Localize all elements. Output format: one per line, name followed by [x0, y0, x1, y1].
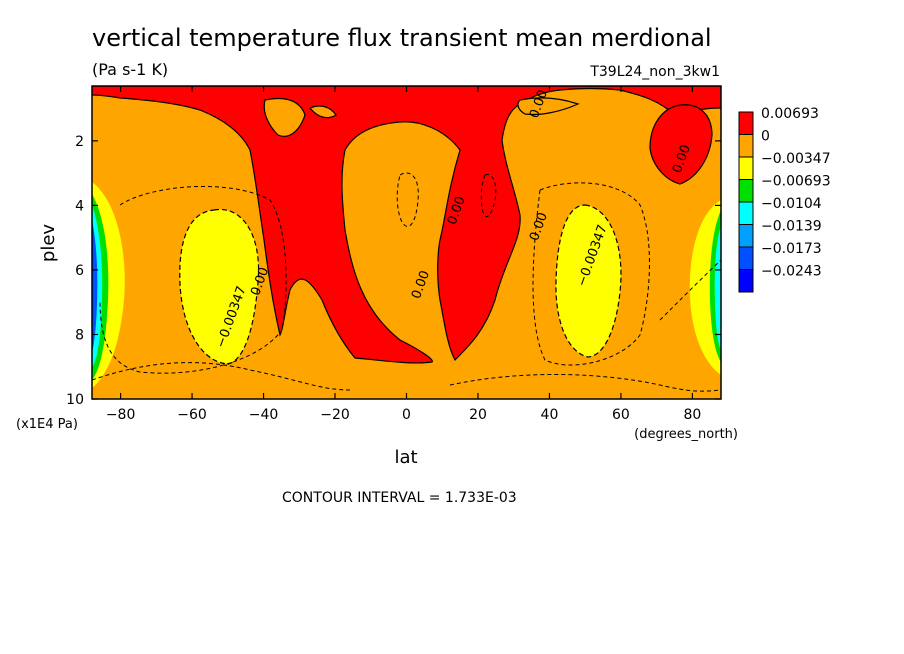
- y-tick-label: 6: [75, 263, 84, 279]
- colorbar-swatch: [738, 156, 754, 180]
- colorbar-label: −0.0173: [761, 241, 822, 257]
- x-tick-label: −20: [320, 407, 350, 423]
- contour-fill-cyan-north: [714, 225, 721, 350]
- y-tick-label: 2: [75, 134, 84, 150]
- run-label: T39L24_non_3kw1: [589, 64, 720, 80]
- contour-fill-yellow-north: [555, 204, 622, 358]
- colorbar-label: −0.00347: [761, 151, 831, 167]
- x-tick-label: 40: [541, 407, 559, 423]
- x-tick-label: 60: [612, 407, 630, 423]
- x-axis-ticks: −80 −60 −40 −20 0 20 40 60 80: [106, 86, 701, 423]
- y-axis-units: (x1E4 Pa): [16, 417, 78, 432]
- colorbar-swatch: [738, 111, 754, 135]
- colorbar-label: 0: [761, 129, 770, 145]
- colorbar-swatch: [738, 201, 754, 225]
- y-axis-ticks: 2 4 6 8 10: [66, 134, 721, 408]
- x-tick-label: −80: [106, 407, 136, 423]
- chart-title: vertical temperature flux transient mean…: [92, 24, 712, 52]
- dashed-contours: [92, 172, 721, 392]
- colorbar-swatch: [738, 179, 754, 203]
- x-axis-units: (degrees_north): [634, 427, 738, 442]
- chart-subtitle: (Pa s-1 K): [92, 60, 168, 79]
- contour-fill-orange-red-hole-north: [517, 97, 580, 116]
- contour-fill-orange-island-south: [263, 97, 306, 137]
- y-tick-label: 4: [75, 198, 84, 214]
- x-tick-label: 80: [683, 407, 701, 423]
- y-axis-label: plev: [38, 224, 59, 263]
- colorbar-swatch: [738, 224, 754, 248]
- contour-fill-blue-south: [92, 220, 98, 352]
- x-tick-label: 20: [469, 407, 487, 423]
- colorbar-label: −0.0139: [761, 219, 822, 235]
- y-tick-label: 10: [66, 392, 84, 408]
- colorbar: 0.00693 0 −0.00347 −0.00693 −0.0104 −0.0139 −0…: [738, 106, 831, 293]
- x-tick-label: 0: [402, 407, 411, 423]
- colorbar-label: −0.0104: [761, 196, 822, 212]
- x-tick-label: −60: [177, 407, 207, 423]
- plot-area: 0.000.000.00 0.000.000.00 −0.00347−0.00347: [92, 86, 721, 399]
- colorbar-swatch: [738, 269, 754, 293]
- contour-interval: CONTOUR INTERVAL = 1.733E-03: [282, 490, 517, 506]
- colorbar-label: −0.0243: [761, 264, 822, 280]
- contour-fill-red-main: [92, 86, 721, 364]
- x-axis-label: lat: [394, 447, 417, 468]
- colorbar-swatch: [738, 134, 754, 158]
- contour-fill-red-north-cell: [649, 104, 713, 185]
- colorbar-label: −0.00693: [761, 174, 831, 190]
- contour-fill-orange-island-mid: [309, 105, 337, 119]
- colorbar-label: 0.00693: [761, 106, 819, 122]
- x-tick-label: −40: [249, 407, 279, 423]
- y-tick-label: 8: [75, 327, 84, 343]
- colorbar-swatch: [738, 246, 754, 270]
